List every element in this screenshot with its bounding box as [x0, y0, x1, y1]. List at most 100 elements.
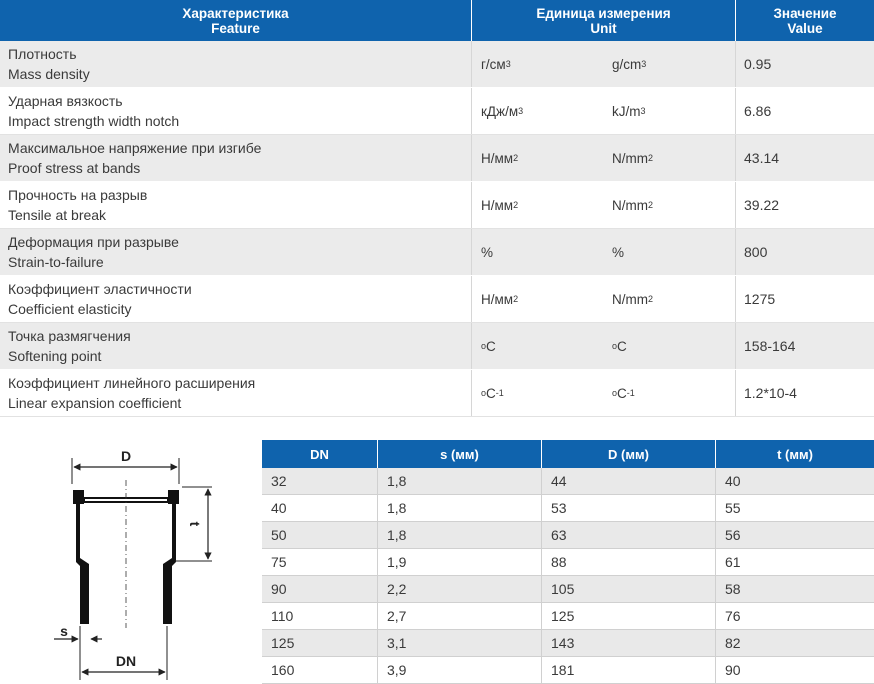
header-t: t (мм) [715, 440, 874, 468]
t-cell: 58 [715, 576, 874, 602]
dn-cell: 125 [271, 635, 295, 651]
unit-ru-cell-text: Н/мм [481, 291, 514, 307]
dimension-row: 90 2,2 105 58 [262, 576, 874, 603]
property-row: Точка размягчения Softening point o C o C 158-… [0, 323, 874, 370]
t-cell: 55 [715, 495, 874, 521]
pipe-drawing: D t s DN [54, 448, 212, 680]
dimensions-table: DN s (мм) D (мм) t (мм) 32 1,8 44 40 40 1,8 53… [262, 440, 874, 684]
property-row: Коэффициент линейного расширения Linear e… [0, 370, 874, 417]
value-cell: 6.86 [735, 88, 874, 134]
value-cell: 1.2*10-4 [735, 370, 874, 416]
s-cell: 2,2 [377, 576, 541, 602]
unit-ru-cell: Н/мм 2 [471, 182, 603, 228]
unit-ru-cell: Н/мм 2 [471, 135, 603, 181]
s-cell: 1,9 [377, 549, 541, 575]
header-s: s (мм) [377, 440, 541, 468]
feature-cell: Прочность на разрыв Tensile at break [0, 182, 471, 228]
value-cell: 43.14 [735, 135, 874, 181]
unit-ru-cell: Н/мм 2 [471, 276, 603, 322]
unit-en-cell-text: C [617, 338, 627, 354]
unit-ru-cell: кДж/м 3 [471, 88, 603, 134]
feature-en: Linear expansion coefficient [8, 395, 182, 411]
value-cell: 1275 [735, 276, 874, 322]
dn-cell: 50 [271, 527, 287, 543]
feature-ru: Деформация при разрыве [8, 234, 179, 250]
property-row: Максимальное напряжение при изгибе Proof … [0, 135, 874, 182]
dn-cell: 110 [271, 608, 294, 624]
d-cell: 88 [541, 549, 715, 575]
unit-en-cell: % [603, 229, 735, 275]
dimension-row: 110 2,7 125 76 [262, 603, 874, 630]
properties-table: Характеристика Feature Единица измерения… [0, 0, 874, 417]
pipe-wall-left [73, 490, 89, 624]
unit-en-cell-text: % [612, 244, 625, 260]
unit-ru-cell: г/см 3 [471, 41, 603, 87]
dn-cell: 90 [271, 581, 287, 597]
t-cell: 40 [715, 468, 874, 494]
feature-ru: Точка размягчения [8, 328, 131, 344]
property-row: Деформация при разрыве Strain-to-failure%… [0, 229, 874, 276]
d-cell: 181 [541, 657, 715, 683]
dimensions-header: DN s (мм) D (мм) t (мм) [262, 440, 874, 468]
header-value-ru: Значение [773, 5, 837, 21]
feature-en: Softening point [8, 348, 102, 364]
feature-cell: Максимальное напряжение при изгибе Proof … [0, 135, 471, 181]
unit-en-cell-text: kJ/m [612, 103, 641, 119]
unit-ru-cell-text: Н/мм [481, 197, 514, 213]
properties-header: Характеристика Feature Единица измерения… [0, 0, 874, 41]
s-cell: 1,8 [377, 522, 541, 548]
property-row: Прочность на разрыв Tensile at break Н/мм 2… [0, 182, 874, 229]
feature-en: Strain-to-failure [8, 254, 104, 270]
unit-ru-cell: % [471, 229, 603, 275]
unit-en-cell-text: N/mm [612, 291, 648, 307]
property-row: Ударная вязкость Impact strength width no… [0, 88, 874, 135]
d-cell: 125 [541, 603, 715, 629]
property-row: Плотность Mass density г/см 3 g/cm 3 0.95 [0, 41, 874, 88]
unit-en-cell: N/mm 2 [612, 291, 654, 307]
feature-en: Coefficient elasticity [8, 301, 132, 317]
dn-cell: 160 [271, 662, 295, 678]
dimension-row: 32 1,8 44 40 [262, 468, 874, 495]
dimension-row: 160 3,9 181 90 [262, 657, 874, 684]
unit-ru-cell-text: кДж/м [481, 103, 519, 119]
pipe-wall-right [163, 490, 179, 624]
t-cell: 76 [715, 603, 874, 629]
label-d: D [121, 448, 131, 464]
feature-ru: Максимальное напряжение при изгибе [8, 140, 262, 156]
dimension-row: 40 1,8 53 55 [262, 495, 874, 522]
t-cell: 90 [715, 657, 874, 683]
t-cell: 82 [715, 630, 874, 656]
s-cell: 2,7 [377, 603, 541, 629]
unit-en-cell: N/mm 2 [612, 197, 654, 213]
header-d: D (мм) [541, 440, 715, 468]
d-cell: 63 [541, 522, 715, 548]
feature-ru: Коэффициент линейного расширения [8, 375, 256, 391]
label-dn: DN [116, 653, 136, 669]
unit-en-cell: N/mm 2 [612, 150, 654, 166]
dimension-row: 125 3,1 143 82 [262, 630, 874, 657]
feature-en: Mass density [8, 66, 90, 82]
dimension-row: 75 1,9 88 61 [262, 549, 874, 576]
t-cell: 61 [715, 549, 874, 575]
feature-en: Impact strength width notch [8, 113, 180, 129]
unit-ru-cell: o C -1 [471, 370, 603, 416]
unit-en-cell-text: N/mm [612, 197, 648, 213]
dimension-row: 50 1,8 63 56 [262, 522, 874, 549]
s-cell: 3,9 [377, 657, 541, 683]
header-unit-ru: Единица измерения [536, 5, 671, 21]
s-cell: 3,1 [377, 630, 541, 656]
feature-ru: Коэффициент эластичности [8, 281, 192, 297]
value-cell: 39.22 [735, 182, 874, 228]
header-feature: Характеристика Feature [0, 0, 471, 41]
feature-cell: Коэффициент эластичности Coefficient elas… [0, 276, 471, 322]
unit-ru-cell-text: C [486, 385, 496, 401]
unit-ru-cell-text: Н/мм [481, 150, 514, 166]
t-cell: 56 [715, 522, 874, 548]
feature-cell: Плотность Mass density [0, 41, 471, 87]
value-cell: 0.95 [735, 41, 874, 87]
d-cell: 143 [541, 630, 715, 656]
feature-cell: Коэффициент линейного расширения Linear e… [0, 370, 471, 416]
unit-en-cell: kJ/m 3 [612, 103, 646, 119]
unit-en-cell: g/cm 3 [612, 56, 647, 72]
